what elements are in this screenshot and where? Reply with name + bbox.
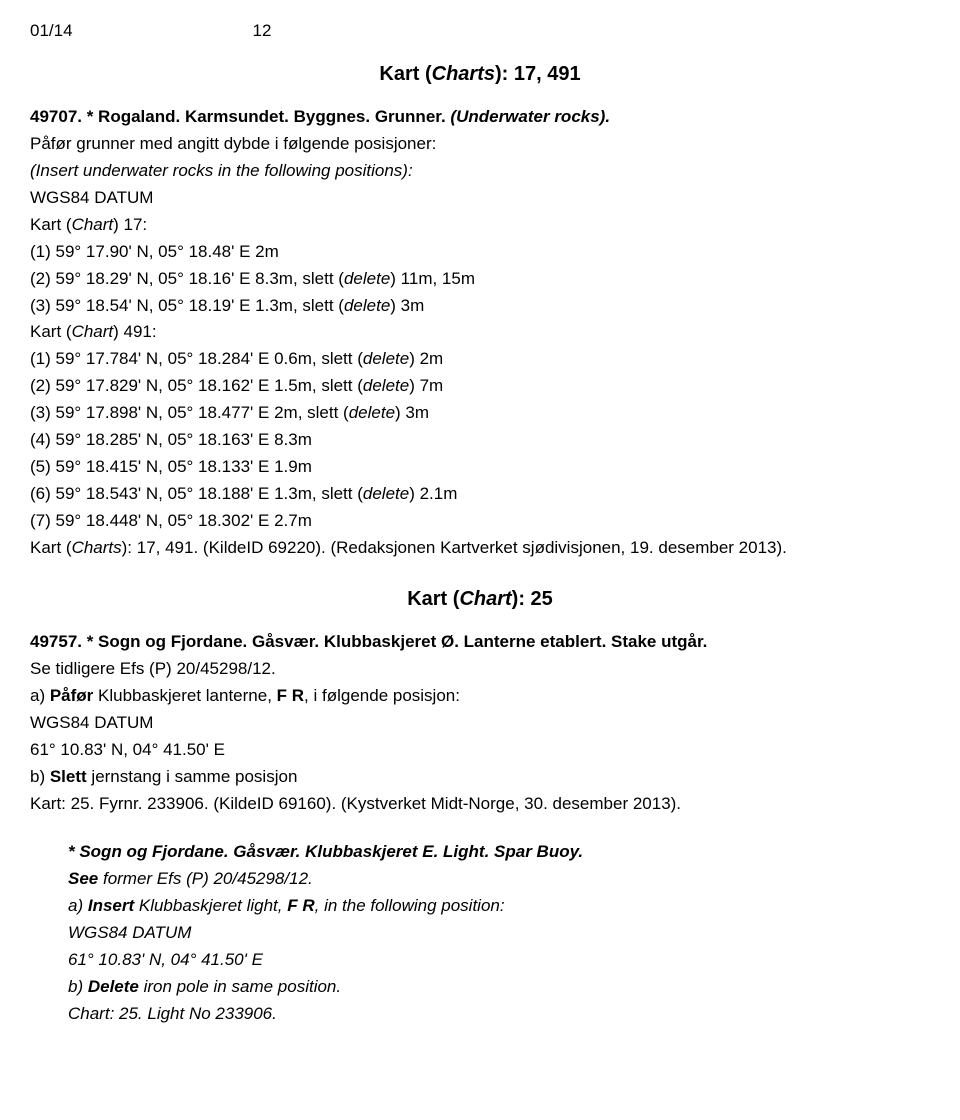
coord-row: (3) 59° 17.898' N, 05° 18.477' E 2m, sle… [30,402,930,425]
coord-c: ) 2m [409,349,443,368]
a-verb: Insert [88,896,134,915]
label-b: Chart [72,215,114,234]
coord-row: (2) 59° 17.829' N, 05° 18.162' E 1.5m, s… [30,375,930,398]
notice-heading: 49757. * Sogn og Fjordane. Gåsvær. Klubb… [30,631,930,654]
label-a: Kart ( [30,322,72,341]
coord-a: (3) 59° 17.898' N, 05° 18.477' E 2m, sle… [30,403,349,422]
label-c: ) 491: [113,322,156,341]
label-b: Chart [72,322,114,341]
notice-footer: Chart: 25. Light No 233906. [68,1003,930,1026]
page-header: 01/14 12 [30,20,930,43]
foot-c: ): 17, 491. (KildeID 69220). (Redaksjone… [122,538,787,557]
coord-a: (6) 59° 18.543' N, 05° 18.188' E 1.3m, s… [30,484,363,503]
label-c: ) 17: [113,215,147,234]
notice-heading: 49707. * Rogaland. Karmsundet. Byggnes. … [30,106,930,129]
b-verb: Delete [88,977,139,996]
header-page-number: 12 [253,20,272,43]
coord-b: delete [344,296,390,315]
title-prefix: Kart ( [379,63,431,85]
coord-b: delete [363,484,409,503]
datum: WGS84 DATUM [30,187,930,210]
coord-b: delete [349,403,395,422]
coord-b: delete [363,349,409,368]
datum: WGS84 DATUM [68,922,930,945]
see-bold: See [68,869,98,888]
b-prefix: b) [68,977,88,996]
coord-a: (2) 59° 17.829' N, 05° 18.162' E 1.5m, s… [30,376,363,395]
a-verb: Påfør [50,686,93,705]
step-a: a) Påfør Klubbaskjeret lanterne, F R, i … [30,685,930,708]
a-mid: Klubbaskjeret lanterne, [93,686,276,705]
coord-row: (4) 59° 18.285' N, 05° 18.163' E 8.3m [30,429,930,452]
instruction-en: (Insert underwater rocks in the followin… [30,160,930,183]
chart-17-label: Kart (Chart) 17: [30,214,930,237]
coord-c: ) 11m, 15m [390,269,475,288]
title-suffix: ): 25 [512,588,553,610]
step-b: b) Delete iron pole in same position. [68,976,930,999]
see-former: Se tidligere Efs (P) 20/45298/12. [30,658,930,681]
section-title-2: Kart (Chart): 25 [30,586,930,613]
coord-b: delete [363,376,409,395]
see-rest: former Efs (P) 20/45298/12. [98,869,313,888]
coord-row: 61° 10.83' N, 04° 41.50' E [30,739,930,762]
a-prefix: a) [30,686,50,705]
title-italic: Charts [432,63,495,85]
a-suffix: , in the following position: [315,896,505,915]
coord-b: delete [344,269,390,288]
coord-c: ) 3m [390,296,424,315]
coord-row: (5) 59° 18.415' N, 05° 18.133' E 1.9m [30,456,930,479]
coord-row: (2) 59° 18.29' N, 05° 18.16' E 8.3m, sle… [30,268,930,291]
title-prefix: Kart ( [407,588,459,610]
instruction-no: Påfør grunner med angitt dybde i følgend… [30,133,930,156]
title-italic: Chart [459,588,511,610]
datum: WGS84 DATUM [30,712,930,735]
coord-a: (2) 59° 18.29' N, 05° 18.16' E 8.3m, sle… [30,269,344,288]
coord-row: (1) 59° 17.784' N, 05° 18.284' E 0.6m, s… [30,348,930,371]
foot-a: Kart ( [30,538,72,557]
heading-bold: 49707. * Rogaland. Karmsundet. Byggnes. … [30,107,450,126]
coord-a: (3) 59° 18.54' N, 05° 18.19' E 1.3m, sle… [30,296,344,315]
coord-c: ) 3m [395,403,429,422]
step-a: a) Insert Klubbaskjeret light, F R, in t… [68,895,930,918]
title-suffix: ): 17, 491 [495,63,581,85]
b-prefix: b) [30,767,50,786]
notice-49707: 49707. * Rogaland. Karmsundet. Byggnes. … [30,106,930,560]
a-fr: F R [287,896,314,915]
coord-c: ) 2.1m [409,484,457,503]
notice-49757: 49757. * Sogn og Fjordane. Gåsvær. Klubb… [30,631,930,816]
notice-heading: * Sogn og Fjordane. Gåsvær. Klubbaskjere… [68,841,930,864]
step-b: b) Slett jernstang i samme posisjon [30,766,930,789]
header-left: 01/14 [30,20,73,43]
heading-italic: (Underwater rocks). [450,107,610,126]
label-a: Kart ( [30,215,72,234]
notice-footer: Kart: 25. Fyrnr. 233906. (KildeID 69160)… [30,793,930,816]
coord-row: (1) 59° 17.90' N, 05° 18.48' E 2m [30,241,930,264]
notice-49757-en: * Sogn og Fjordane. Gåsvær. Klubbaskjere… [68,841,930,1026]
coord-row: (3) 59° 18.54' N, 05° 18.19' E 1.3m, sle… [30,295,930,318]
section-title-1: Kart (Charts): 17, 491 [30,61,930,88]
a-suffix: , i følgende posisjon: [304,686,460,705]
see-former: See former Efs (P) 20/45298/12. [68,868,930,891]
coord-row: (7) 59° 18.448' N, 05° 18.302' E 2.7m [30,510,930,533]
coord-row: 61° 10.83' N, 04° 41.50' E [68,949,930,972]
coord-row: (6) 59° 18.543' N, 05° 18.188' E 1.3m, s… [30,483,930,506]
a-fr: F R [277,686,304,705]
a-mid: Klubbaskjeret light, [134,896,287,915]
b-suffix: iron pole in same position. [139,977,341,996]
a-prefix: a) [68,896,88,915]
b-verb: Slett [50,767,87,786]
notice-footer: Kart (Charts): 17, 491. (KildeID 69220).… [30,537,930,560]
foot-b: Charts [72,538,122,557]
b-suffix: jernstang i samme posisjon [87,767,298,786]
chart-491-label: Kart (Chart) 491: [30,321,930,344]
coord-a: (1) 59° 17.784' N, 05° 18.284' E 0.6m, s… [30,349,363,368]
coord-c: ) 7m [409,376,443,395]
